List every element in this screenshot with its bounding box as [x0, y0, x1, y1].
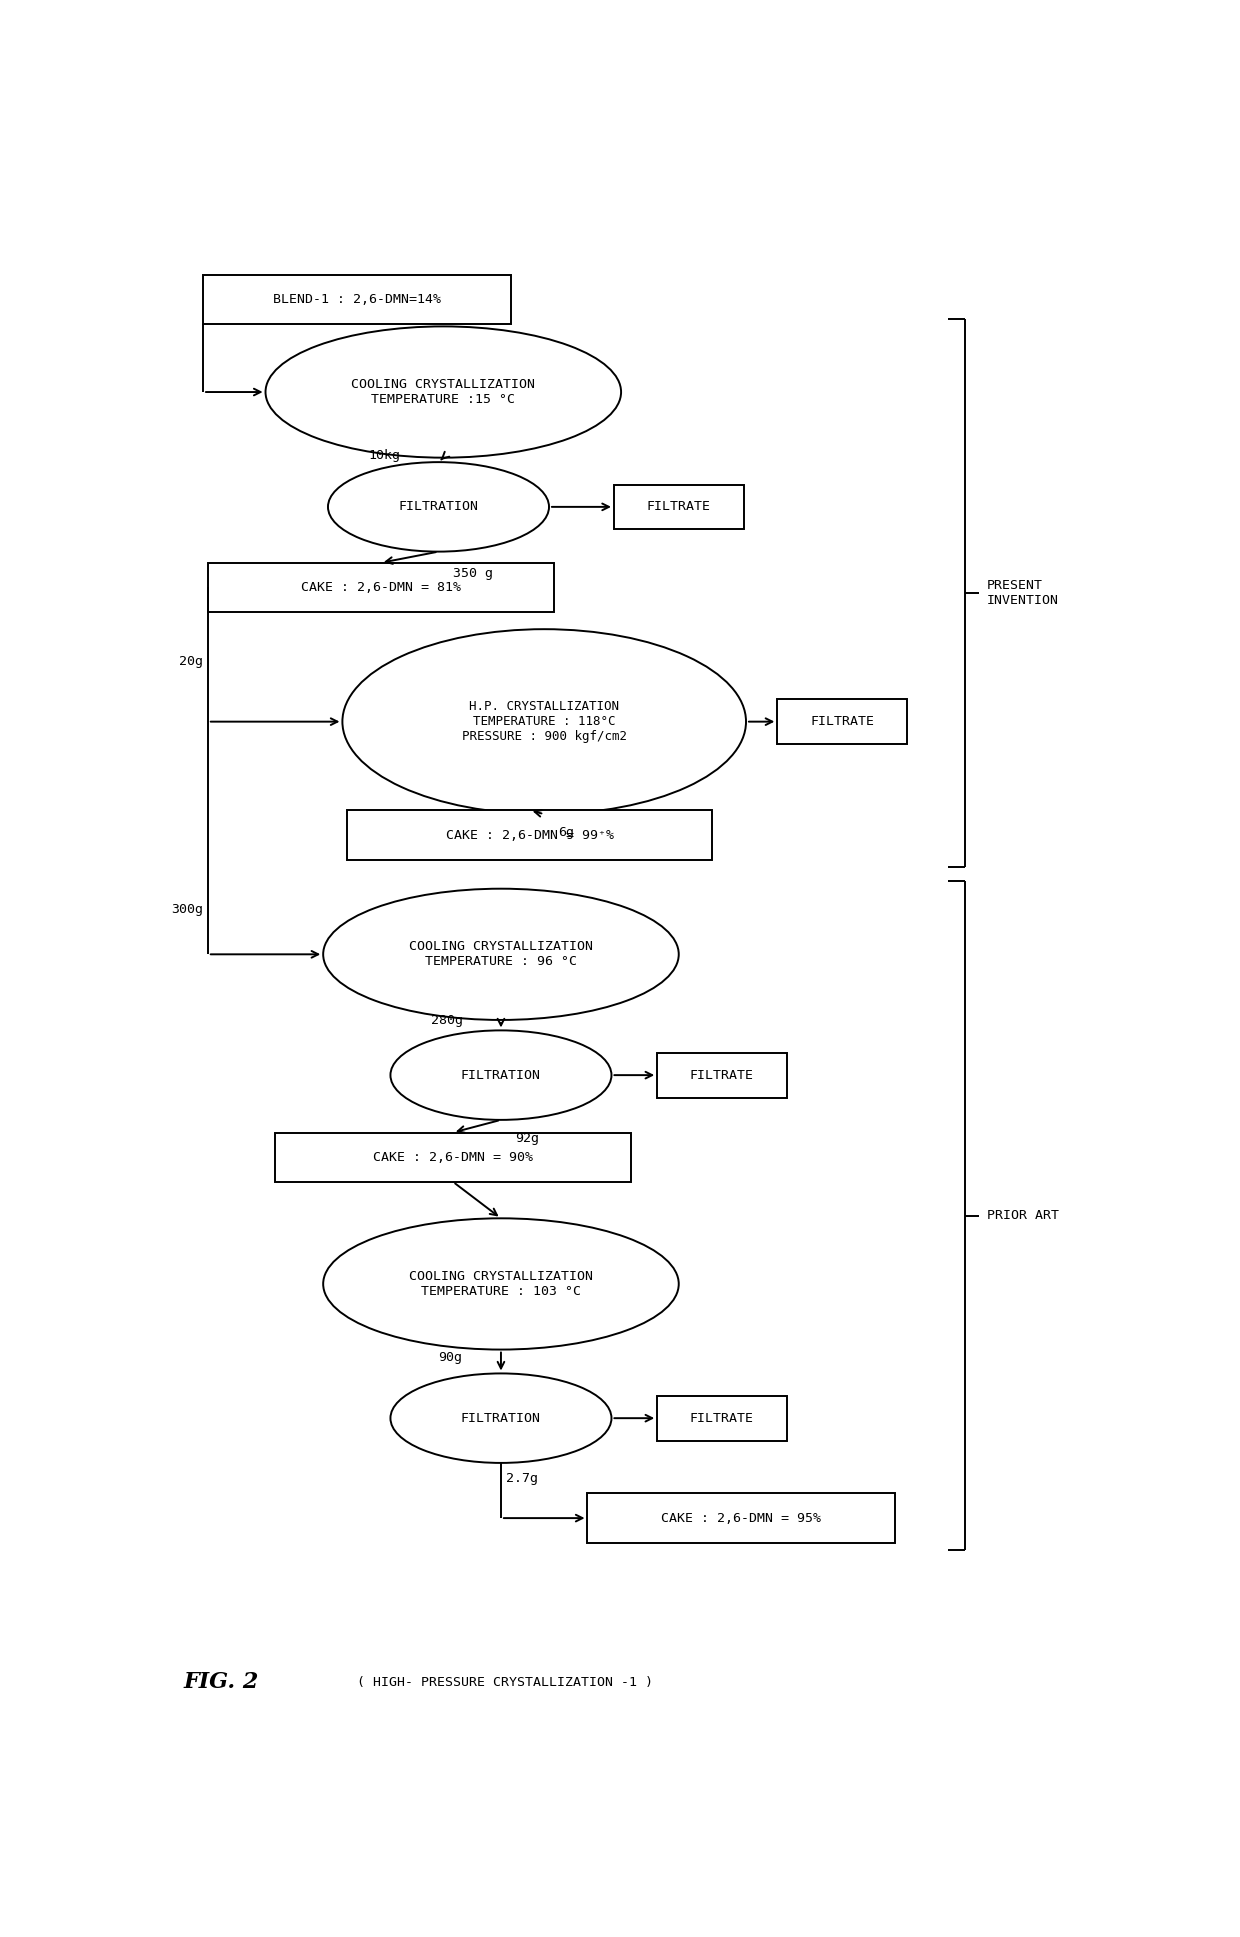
- Ellipse shape: [391, 1030, 611, 1120]
- Text: COOLING CRYSTALLIZATION
TEMPERATURE : 96 °C: COOLING CRYSTALLIZATION TEMPERATURE : 96…: [409, 939, 593, 968]
- Text: FIG. 2: FIG. 2: [184, 1672, 259, 1693]
- FancyBboxPatch shape: [614, 484, 744, 529]
- Ellipse shape: [342, 630, 746, 814]
- Ellipse shape: [324, 889, 678, 1021]
- Text: 10kg: 10kg: [368, 449, 401, 461]
- Text: CAKE : 2,6-DMN = 95%: CAKE : 2,6-DMN = 95%: [661, 1511, 821, 1524]
- Ellipse shape: [265, 327, 621, 457]
- Ellipse shape: [391, 1373, 611, 1462]
- Text: 90g: 90g: [439, 1350, 463, 1364]
- Text: PRESENT
INVENTION: PRESENT INVENTION: [987, 579, 1059, 606]
- Text: FILTRATE: FILTRATE: [689, 1069, 754, 1081]
- FancyBboxPatch shape: [657, 1054, 787, 1098]
- Text: FILTRATE: FILTRATE: [647, 500, 711, 513]
- Text: 350 g: 350 g: [453, 566, 494, 579]
- Text: FILTRATION: FILTRATION: [461, 1412, 541, 1426]
- FancyBboxPatch shape: [208, 564, 554, 612]
- Text: 20g: 20g: [179, 655, 203, 668]
- Text: 280g: 280g: [430, 1015, 463, 1027]
- Text: COOLING CRYSTALLIZATION
TEMPERATURE :15 °C: COOLING CRYSTALLIZATION TEMPERATURE :15 …: [351, 378, 536, 407]
- Text: CAKE : 2,6-DMN = 90%: CAKE : 2,6-DMN = 90%: [373, 1151, 533, 1164]
- FancyBboxPatch shape: [657, 1397, 787, 1441]
- Text: H.P. CRYSTALLIZATION
TEMPERATURE : 118°C
PRESSURE : 900 kgf/cm2: H.P. CRYSTALLIZATION TEMPERATURE : 118°C…: [461, 699, 626, 744]
- Text: FILTRATION: FILTRATION: [461, 1069, 541, 1081]
- Text: BLEND-1 : 2,6-DMN=14%: BLEND-1 : 2,6-DMN=14%: [273, 292, 440, 306]
- FancyBboxPatch shape: [347, 810, 713, 860]
- FancyBboxPatch shape: [777, 699, 906, 744]
- Text: PRIOR ART: PRIOR ART: [987, 1209, 1059, 1222]
- FancyBboxPatch shape: [275, 1133, 631, 1182]
- Ellipse shape: [327, 463, 549, 552]
- Text: FILTRATE: FILTRATE: [689, 1412, 754, 1426]
- Text: ( HIGH- PRESSURE CRYSTALLIZATION -1 ): ( HIGH- PRESSURE CRYSTALLIZATION -1 ): [357, 1676, 652, 1689]
- Text: CAKE : 2,6-DMN = 81%: CAKE : 2,6-DMN = 81%: [301, 581, 461, 595]
- FancyBboxPatch shape: [203, 275, 511, 323]
- Text: 2.7g: 2.7g: [506, 1472, 538, 1486]
- Text: 92g: 92g: [516, 1131, 539, 1145]
- FancyBboxPatch shape: [588, 1493, 895, 1542]
- Text: FILTRATE: FILTRATE: [810, 715, 874, 728]
- Text: FILTRATION: FILTRATION: [398, 500, 479, 513]
- Ellipse shape: [324, 1218, 678, 1350]
- Text: 6g: 6g: [559, 825, 574, 839]
- Text: 300g: 300g: [171, 903, 203, 916]
- Text: COOLING CRYSTALLIZATION
TEMPERATURE : 103 °C: COOLING CRYSTALLIZATION TEMPERATURE : 10…: [409, 1271, 593, 1298]
- Text: CAKE : 2,6-DMN = 99⁺%: CAKE : 2,6-DMN = 99⁺%: [446, 829, 614, 841]
